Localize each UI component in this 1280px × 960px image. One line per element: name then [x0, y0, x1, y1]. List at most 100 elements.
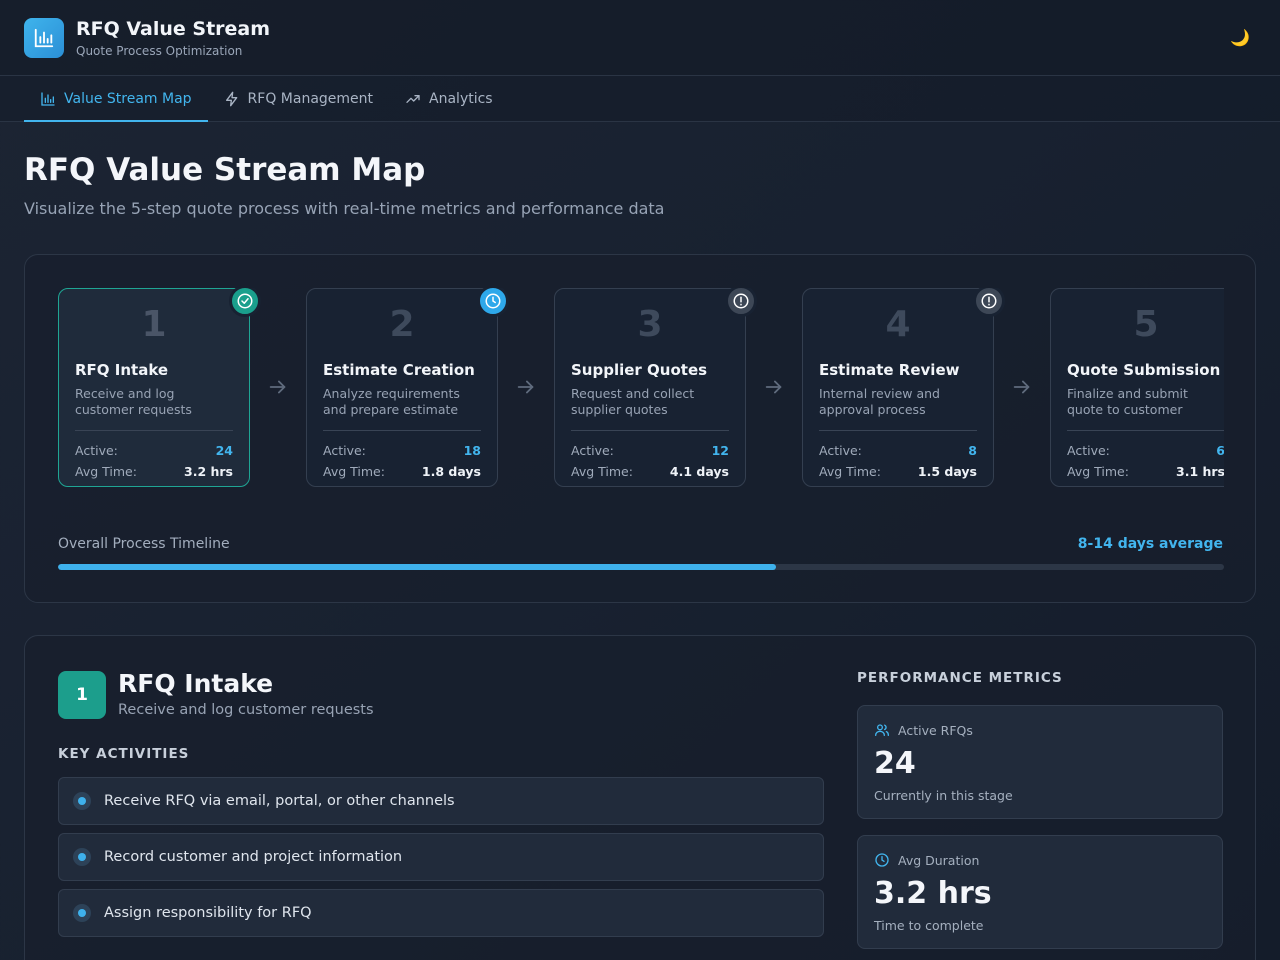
arrow-right-icon — [517, 380, 534, 394]
lightning-icon — [225, 91, 237, 106]
moon-icon: 🌙 — [1230, 28, 1250, 47]
step-active-row: Active: 12 — [571, 443, 729, 458]
metric-note: Time to complete — [874, 918, 984, 933]
step-time-row: Avg Time: 1.5 days — [819, 464, 977, 479]
metric-card-avg-duration: Avg Duration 3.2 hrs Time to complete — [857, 835, 1223, 949]
step-card-estimate-creation[interactable]: 2 Estimate Creation Analyze requirements… — [306, 288, 498, 487]
step-time-row: Avg Time: 1.8 days — [323, 464, 481, 479]
active-count: 12 — [711, 443, 729, 458]
metric-header: Active RFQs — [874, 722, 1206, 738]
value-stream-panel: 1 RFQ Intake Receive and log customer re… — [24, 254, 1256, 603]
main-nav: Value Stream Map RFQ Management Analytic… — [0, 76, 1280, 122]
tab-label: Value Stream Map — [64, 90, 192, 107]
activity-item: Record customer and project information — [58, 833, 824, 881]
metric-label: Avg Duration — [898, 852, 980, 868]
status-badge-pending — [973, 288, 1005, 317]
users-icon — [875, 724, 889, 736]
active-count: 24 — [215, 443, 233, 458]
tab-label: Analytics — [429, 90, 493, 107]
active-count: 18 — [463, 443, 481, 458]
activity-item: Receive RFQ via email, portal, or other … — [58, 777, 824, 825]
step-description: Analyze requirements and prepare estimat… — [323, 386, 460, 417]
stage-subtitle: Receive and log customer requests — [118, 702, 374, 718]
active-label: Active: — [323, 443, 366, 458]
activity-text: Record customer and project information — [104, 849, 403, 865]
bar-chart-icon — [34, 28, 54, 47]
metric-note: Currently in this stage — [874, 788, 1013, 803]
step-name: RFQ Intake — [75, 361, 169, 379]
divider — [1067, 430, 1224, 431]
tab-analytics[interactable]: Analytics — [389, 76, 509, 121]
performance-metrics-heading: PERFORMANCE METRICS — [857, 670, 1063, 686]
step-number: 1 — [141, 304, 167, 345]
step-card-supplier-quotes[interactable]: 3 Supplier Quotes Request and collect su… — [554, 288, 746, 487]
step-number: 4 — [885, 304, 911, 345]
check-circle-icon — [237, 293, 253, 309]
metric-header: Avg Duration — [874, 852, 1206, 868]
step-active-row: Active: 24 — [75, 443, 233, 458]
active-label: Active: — [819, 443, 862, 458]
timeline-progress-fill — [58, 564, 777, 570]
timeline-progress-bar — [58, 564, 1224, 570]
step-time-row: Avg Time: 3.1 hrs — [1067, 464, 1224, 479]
timeline-value: 8-14 days average — [1077, 536, 1223, 552]
metric-label: Active RFQs — [898, 722, 973, 738]
app-subtitle: Quote Process Optimization — [76, 43, 243, 58]
avg-time: 4.1 days — [669, 464, 729, 479]
divider — [819, 430, 977, 431]
theme-toggle-button[interactable]: 🌙 — [1224, 22, 1256, 54]
avg-time: 3.1 hrs — [1176, 464, 1224, 479]
avg-time: 1.8 days — [421, 464, 481, 479]
clock-icon — [485, 293, 501, 309]
bullet-icon — [73, 792, 91, 810]
step-description: Finalize and submit quote to customer — [1067, 386, 1188, 417]
tab-label: RFQ Management — [247, 90, 374, 107]
bullet-icon — [73, 904, 91, 922]
metric-card-active-rfqs: Active RFQs 24 Currently in this stage — [857, 705, 1223, 819]
stage-detail-panel: 1 RFQ Intake Receive and log customer re… — [24, 635, 1256, 960]
step-name: Estimate Creation — [323, 361, 475, 379]
trending-up-icon — [406, 94, 420, 103]
stream-steps: 1 RFQ Intake Receive and log customer re… — [58, 288, 1224, 488]
divider — [75, 430, 233, 431]
active-label: Active: — [571, 443, 614, 458]
bullet-icon — [73, 848, 91, 866]
time-label: Avg Time: — [571, 464, 633, 479]
brand: RFQ Value Stream Quote Process Optimizat… — [76, 18, 270, 58]
divider — [323, 430, 481, 431]
step-number: 2 — [389, 304, 415, 345]
step-number: 3 — [637, 304, 663, 345]
activity-text: Receive RFQ via email, portal, or other … — [104, 793, 455, 809]
divider — [571, 430, 729, 431]
step-active-row: Active: 6 — [1067, 443, 1224, 458]
alert-icon — [733, 293, 749, 309]
tab-value-stream-map[interactable]: Value Stream Map — [24, 76, 208, 122]
avg-time: 1.5 days — [917, 464, 977, 479]
metric-value: 3.2 hrs — [874, 876, 992, 911]
step-card-quote-submission[interactable]: 5 Quote Submission Finalize and submit q… — [1050, 288, 1224, 487]
time-label: Avg Time: — [323, 464, 385, 479]
status-badge-completed — [229, 288, 261, 317]
step-card-rfq-intake[interactable]: 1 RFQ Intake Receive and log customer re… — [58, 288, 250, 487]
step-name: Estimate Review — [819, 361, 960, 379]
step-description: Request and collect supplier quotes — [571, 386, 695, 417]
avg-time: 3.2 hrs — [184, 464, 233, 479]
tab-rfq-management[interactable]: RFQ Management — [208, 76, 389, 121]
step-name: Supplier Quotes — [571, 361, 708, 379]
step-card-estimate-review[interactable]: 4 Estimate Review Internal review and ap… — [802, 288, 994, 487]
active-label: Active: — [1067, 443, 1110, 458]
time-label: Avg Time: — [75, 464, 137, 479]
alert-icon — [981, 293, 997, 309]
step-description: Receive and log customer requests — [75, 386, 192, 417]
active-count: 6 — [1216, 443, 1224, 458]
arrow-right-icon — [269, 380, 286, 394]
active-count: 8 — [968, 443, 977, 458]
step-time-row: Avg Time: 4.1 days — [571, 464, 729, 479]
timeline-label: Overall Process Timeline — [58, 536, 230, 552]
bar-chart-icon — [41, 91, 55, 106]
clock-icon — [875, 853, 889, 867]
step-description: Internal review and approval process — [819, 386, 940, 417]
activity-text: Assign responsibility for RFQ — [104, 905, 312, 921]
step-name: Quote Submission — [1067, 361, 1221, 379]
activity-item: Assign responsibility for RFQ — [58, 889, 824, 937]
